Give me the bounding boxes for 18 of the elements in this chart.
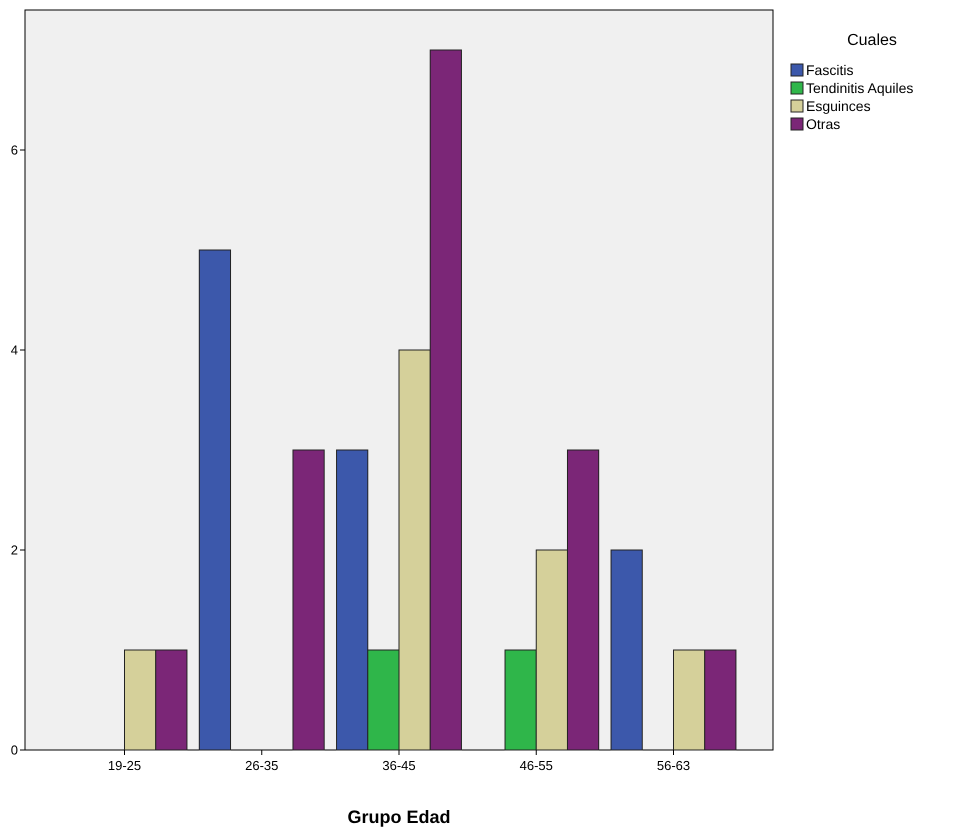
y-tick-label: 6	[10, 142, 18, 158]
x-tick-label: 46-55	[520, 758, 553, 773]
y-tick-label: 4	[10, 342, 18, 358]
x-tick-label: 19-25	[108, 758, 142, 773]
y-tick-label: 2	[10, 542, 18, 558]
x-tick-label: 56-63	[656, 758, 690, 773]
x-axis-title: Grupo Edad	[348, 807, 450, 827]
bar	[610, 550, 643, 750]
x-tick-label: 26-35	[245, 758, 278, 773]
legend-label: Tendinitis Aquiles	[806, 80, 914, 96]
y-tick-label: 0	[10, 742, 18, 758]
legend-label: Fascitis	[806, 62, 854, 78]
bar	[198, 250, 232, 750]
legend-label: Esguinces	[806, 98, 871, 114]
legend-title: Cuales	[847, 32, 897, 49]
x-tick-label: 36-45	[382, 758, 416, 773]
bar	[292, 450, 325, 750]
legend-label: Otras	[806, 116, 840, 132]
